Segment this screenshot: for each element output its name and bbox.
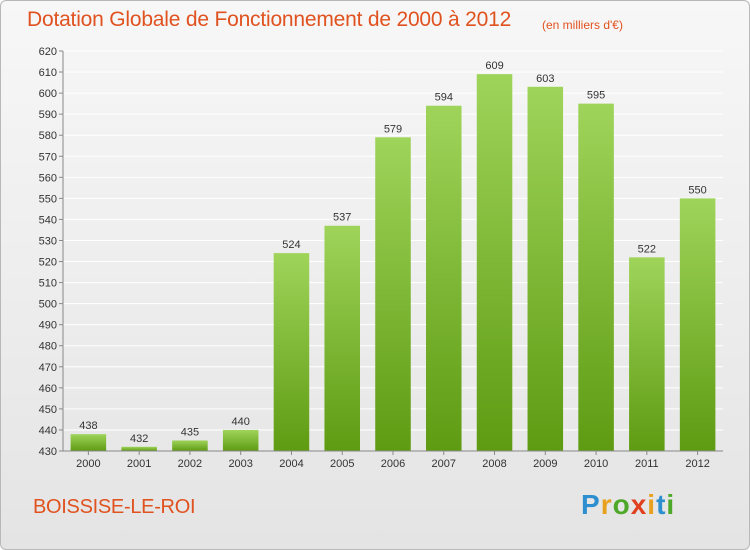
x-tick-label: 2011 bbox=[635, 458, 659, 470]
bars: 438 432 435 440 524 537 579 594 609 603 595 522 550 bbox=[70, 60, 716, 451]
x-tick-label: 2001 bbox=[127, 458, 151, 470]
bar-value-label: 595 bbox=[587, 90, 605, 102]
logo-letter: P bbox=[581, 489, 601, 520]
logo-letter: x bbox=[630, 489, 648, 520]
y-tick-label: 480 bbox=[39, 341, 57, 353]
x-tick-label: 2005 bbox=[330, 458, 354, 470]
y-tick-label: 440 bbox=[39, 425, 57, 437]
x-tick-label: 2004 bbox=[279, 458, 303, 470]
x-tick-label: 2006 bbox=[381, 458, 405, 470]
x-axis-ticks: 2000 2001 2002 2003 2004 2005 2006 2007 2008 2009… bbox=[76, 451, 710, 470]
logo-letter: o bbox=[612, 489, 631, 520]
bar-value-label: 594 bbox=[435, 92, 453, 104]
bar-value-label: 609 bbox=[485, 60, 503, 72]
bar-2009 bbox=[527, 86, 564, 451]
bar-2002 bbox=[172, 440, 208, 451]
chart-unit-note: (en milliers d'€) bbox=[542, 18, 623, 32]
bar-value-label: 435 bbox=[181, 426, 199, 438]
commune-name: BOISSISE-LE-ROI bbox=[33, 496, 196, 518]
bar-2012 bbox=[679, 198, 716, 451]
x-tick-label: 2008 bbox=[482, 458, 506, 470]
y-tick-label: 430 bbox=[39, 446, 57, 458]
y-tick-label: 610 bbox=[39, 67, 57, 79]
y-tick-label: 530 bbox=[39, 235, 57, 247]
y-tick-label: 560 bbox=[39, 172, 57, 184]
y-axis-ticks: 430 440 450 460 470 480 490 500 510 520 530 540 550 5… bbox=[39, 46, 63, 458]
y-tick-label: 470 bbox=[39, 362, 57, 374]
y-tick-label: 520 bbox=[39, 257, 57, 269]
bar-2000 bbox=[70, 434, 107, 451]
bar-2004 bbox=[273, 253, 310, 451]
bar-value-label: 440 bbox=[232, 416, 250, 428]
x-tick-label: 2003 bbox=[228, 458, 252, 470]
bar-value-label: 432 bbox=[130, 433, 148, 445]
bar-2008 bbox=[476, 74, 513, 451]
y-tick-label: 460 bbox=[39, 383, 57, 395]
bar-value-label: 603 bbox=[536, 73, 554, 85]
x-tick-label: 2007 bbox=[432, 458, 456, 470]
bar-value-label: 438 bbox=[79, 420, 97, 432]
y-tick-label: 570 bbox=[39, 151, 57, 163]
logo-letter: t bbox=[656, 489, 667, 520]
bar-value-label: 537 bbox=[333, 212, 351, 224]
y-tick-label: 540 bbox=[39, 214, 57, 226]
bar-2007 bbox=[426, 105, 462, 451]
y-tick-label: 580 bbox=[39, 130, 57, 142]
x-tick-label: 2009 bbox=[533, 458, 557, 470]
bar-2001 bbox=[121, 446, 157, 451]
y-tick-label: 600 bbox=[39, 88, 57, 100]
bar-2010 bbox=[578, 103, 614, 451]
x-tick-label: 2012 bbox=[685, 458, 709, 470]
proxiti-logo: Proxiti bbox=[581, 489, 675, 521]
bar-value-label: 579 bbox=[384, 123, 402, 135]
bar-value-label: 522 bbox=[638, 243, 656, 255]
bar-value-label: 524 bbox=[282, 239, 300, 251]
y-tick-label: 490 bbox=[39, 320, 57, 332]
y-tick-label: 500 bbox=[39, 299, 57, 311]
y-tick-label: 620 bbox=[39, 46, 57, 58]
x-tick-label: 2000 bbox=[76, 458, 100, 470]
logo-letter: i bbox=[666, 489, 676, 520]
y-tick-label: 510 bbox=[39, 278, 57, 290]
bar-2011 bbox=[629, 257, 665, 451]
chart-title: Dotation Globale de Fonctionnement de 20… bbox=[27, 8, 512, 31]
logo-letter: r bbox=[600, 489, 613, 520]
y-tick-label: 450 bbox=[39, 404, 57, 416]
bar-2003 bbox=[222, 429, 259, 451]
bar-2006 bbox=[375, 137, 411, 451]
logo-letter: i bbox=[647, 489, 657, 520]
y-tick-label: 550 bbox=[39, 193, 57, 205]
x-tick-label: 2010 bbox=[584, 458, 608, 470]
bar-value-label: 550 bbox=[688, 184, 706, 196]
y-tick-label: 590 bbox=[39, 109, 57, 121]
x-tick-label: 2002 bbox=[178, 458, 202, 470]
bar-2005 bbox=[324, 225, 360, 451]
